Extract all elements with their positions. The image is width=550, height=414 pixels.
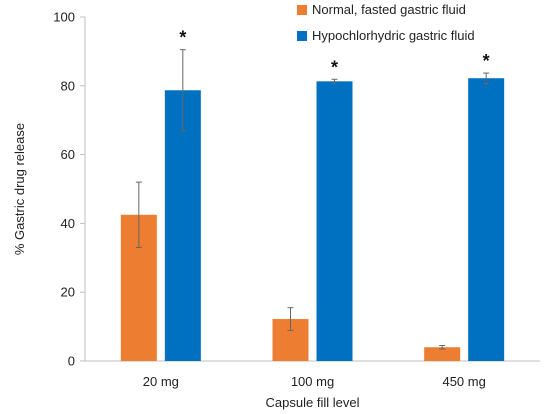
bar: [164, 90, 201, 361]
x-tick-label: 100 mg: [291, 374, 334, 389]
y-tick-label: 100: [53, 10, 75, 25]
x-tick-label: 450 mg: [442, 374, 485, 389]
y-tick-label: 0: [68, 354, 75, 369]
y-axis-title: % Gastric drug release: [12, 123, 27, 255]
y-tick-label: 20: [61, 285, 75, 300]
legend-swatch-normal: [297, 5, 307, 15]
significance-markers: * * *: [179, 28, 489, 78]
legend-label-hypochlorhydric: Hypochlorhydric gastric fluid: [312, 28, 475, 43]
bar: [316, 81, 353, 361]
legend-label-normal: Normal, fasted gastric fluid: [312, 2, 466, 17]
significance-asterisk: *: [483, 51, 490, 71]
y-tick-label: 60: [61, 147, 75, 162]
axes: [80, 16, 540, 362]
x-axis-title: Capsule fill level: [266, 395, 360, 410]
y-tick-label: 40: [61, 216, 75, 231]
x-tick-label: 20 mg: [143, 374, 179, 389]
bar: [424, 347, 461, 361]
significance-asterisk: *: [179, 28, 186, 48]
tick-labels: 0 20 40 60 80 100 20 mg 100 mg 450 mg: [53, 10, 486, 390]
legend: Normal, fasted gastric fluid Hypochlorhy…: [297, 2, 475, 43]
error-bars: [135, 49, 490, 350]
bars: [120, 78, 505, 362]
y-tick-label: 80: [61, 78, 75, 93]
bar: [468, 78, 505, 362]
legend-swatch-hypochlorhydric: [297, 31, 307, 41]
significance-asterisk: *: [331, 57, 338, 77]
